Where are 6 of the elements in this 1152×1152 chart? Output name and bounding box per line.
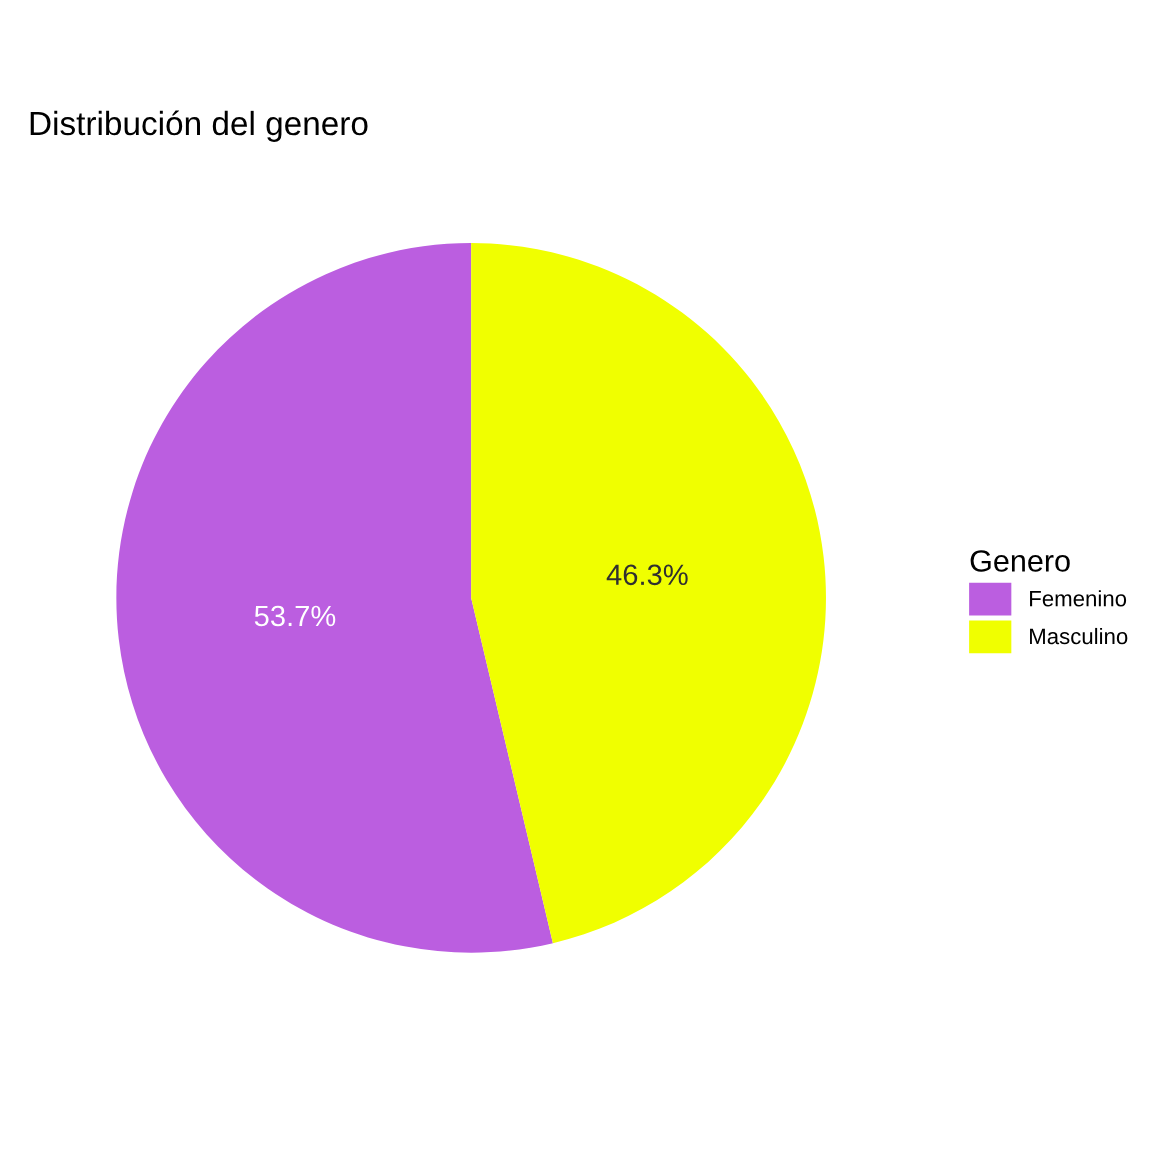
- chart-title: Distribución del genero: [30, 110, 368, 142]
- legend-title: Genero: [970, 550, 1070, 572]
- legend-label: Masculino: [1030, 627, 1128, 645]
- data-label: 53.7%: [254, 605, 336, 627]
- data-label: 46.3%: [606, 564, 688, 586]
- legend-label: Femenino: [1030, 590, 1127, 607]
